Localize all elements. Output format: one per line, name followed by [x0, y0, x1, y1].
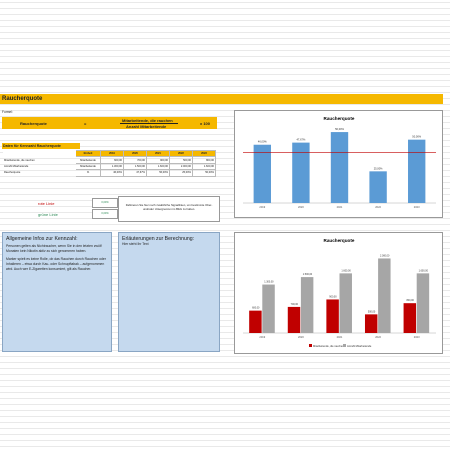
row-label: Mitarbeitende, die rauchen — [4, 158, 35, 162]
table-cell[interactable]: 47,67% — [123, 169, 147, 177]
rate-bar — [292, 142, 310, 203]
formula-label: Formel: — [2, 110, 13, 114]
bar-data-label: 1.600,00 — [341, 269, 351, 272]
calc-panel[interactable]: Erläuterungen zur Berechnung: Hier steht… — [118, 232, 220, 352]
info-panel-text: Personen gelten als Nichtraucher, wenn S… — [6, 244, 102, 253]
series-bar — [364, 314, 378, 333]
formula-left: Raucherquote — [20, 121, 47, 126]
bar-data-label: 800,00 — [406, 299, 414, 302]
x-tick-label: 2019 — [259, 335, 265, 339]
bar-data-label: 1.600,00 — [419, 269, 429, 272]
chart-counts[interactable]: Raucherquote 600,00 1.300,00 2019 700,00 1.50… — [234, 232, 443, 354]
series-bar — [262, 284, 275, 333]
row-unit[interactable]: % — [75, 169, 101, 177]
row-label: Anzahl Mitarbeitende — [4, 164, 29, 168]
x-tick-label: 2023 — [414, 335, 420, 339]
red-line-label: rote Linie — [38, 201, 55, 206]
legend-entry: Mitarbeitende, die rauchen — [313, 344, 344, 348]
page-title: Raucherquote — [0, 94, 443, 104]
bar-data-label: 56,00% — [335, 127, 344, 131]
x-tick-label: 2021 — [337, 335, 343, 339]
bar-data-label: 700,00 — [291, 303, 299, 306]
series-bar — [287, 306, 301, 333]
rate-chart-svg: Raucherquote 46,00% 2019 47,67% 2020 56,00% 20… — [243, 116, 436, 209]
series-bar — [249, 310, 262, 333]
data-table: Einheit 2019 2020 2021 2022 2023 Mitarbe… — [2, 149, 216, 177]
bar-data-label: 50,00% — [412, 135, 421, 139]
formula-multiplier: x 100 — [200, 121, 211, 126]
series-bar — [300, 277, 314, 333]
x-tick-label: 2021 — [337, 205, 343, 209]
x-tick-label: 2022 — [375, 335, 381, 339]
formula-box: Raucherquote = Mitarbeitende, die rauche… — [2, 117, 217, 129]
green-line-label: grüne Linie — [38, 212, 58, 217]
chart-rate[interactable]: Raucherquote 46,00% 2019 47,67% 2020 56,00% 20… — [234, 110, 443, 218]
formula-numerator: Mitarbeitende, die rauchen — [122, 117, 173, 123]
header-cell — [2, 150, 76, 157]
signal-line-note: Definieren Sie hier noch zusätzliche Sig… — [118, 196, 220, 222]
rate-bar — [253, 144, 271, 203]
formula-denominator: Anzahl Mitarbeitende — [126, 123, 167, 129]
bar-data-label: 500,00 — [368, 310, 376, 313]
calc-panel-heading: Erläuterungen zur Berechnung: — [122, 236, 195, 242]
rate-bar — [408, 139, 426, 203]
x-tick-label: 2020 — [298, 205, 304, 209]
green-line-value[interactable]: 0,00% — [92, 209, 118, 219]
x-tick-label: 2019 — [259, 205, 265, 209]
bar-data-label: 1.300,00 — [264, 281, 274, 284]
table-cell[interactable]: 56,00% — [146, 169, 170, 177]
bar-data-label: 25,00% — [374, 166, 383, 170]
row-label: Raucherquote — [4, 171, 21, 175]
table-cell[interactable]: 25,00% — [169, 169, 193, 177]
bar-data-label: 2.000,00 — [380, 254, 390, 257]
legend-swatch — [309, 344, 312, 347]
legend-swatch — [343, 344, 346, 347]
series-bar — [403, 303, 417, 333]
bar-data-label: 600,00 — [252, 307, 260, 310]
red-line-value[interactable]: 0,00% — [92, 198, 118, 208]
series-bar — [416, 273, 430, 333]
series-bar — [378, 258, 391, 333]
x-tick-label: 2023 — [414, 205, 420, 209]
table-cell[interactable]: 46,00% — [100, 169, 124, 177]
bar-data-label: 1.500,00 — [303, 273, 313, 276]
bar-data-label: 46,00% — [258, 140, 267, 144]
counts-chart-svg: Raucherquote 600,00 1.300,00 2019 700,00 1.50… — [243, 238, 436, 348]
series-bar — [326, 299, 339, 333]
formula-equals: = — [84, 121, 87, 126]
table-title: Daten für Kennzahl Raucherquote — [2, 143, 80, 149]
bar-data-label: 900,00 — [329, 295, 337, 298]
info-panel[interactable]: Allgemeine Infos zur Kennzahl: Personen … — [2, 232, 112, 352]
legend-entry: Anzahl Mitarbeitende — [347, 344, 372, 348]
calc-panel-text: Hier steht Ihr Text — [122, 242, 149, 247]
bar-data-label: 47,67% — [296, 138, 305, 142]
x-tick-label: 2020 — [298, 335, 304, 339]
info-panel-heading: Allgemeine Infos zur Kennzahl: — [6, 236, 78, 242]
rate-bar — [330, 132, 349, 203]
rate-bar — [369, 171, 387, 203]
info-panel-text: Marker spielt es keine Rolle, ob das Rau… — [6, 257, 106, 271]
table-cell[interactable]: 50,00% — [192, 169, 216, 177]
table-row: Raucherquote % 46,00% 47,67% 56,00% 25,0… — [3, 169, 216, 177]
chart-title: Raucherquote — [324, 116, 355, 121]
series-bar — [339, 273, 352, 333]
x-tick-label: 2022 — [375, 205, 381, 209]
chart-title: Raucherquote — [324, 238, 355, 243]
